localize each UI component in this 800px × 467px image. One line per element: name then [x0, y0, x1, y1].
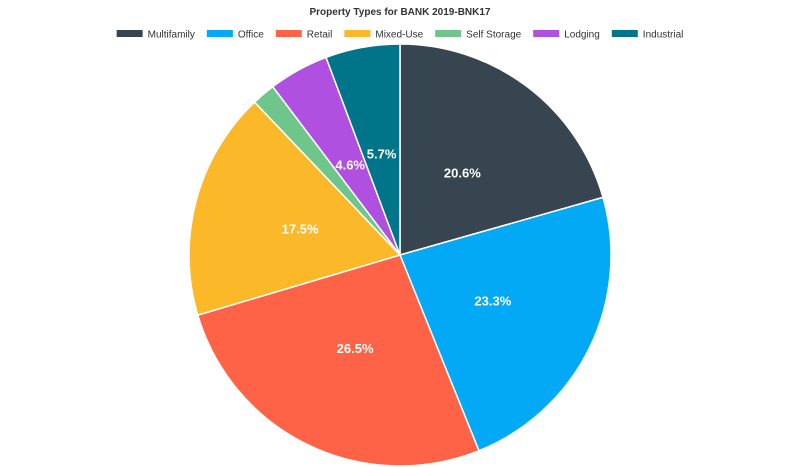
- legend: Multifamily Office Retail Mixed-Use Self Sto…: [116, 30, 684, 41]
- legend-swatch: [275, 30, 302, 37]
- pie-slice-office[interactable]: [399, 196, 612, 452]
- legend-label: Multifamily: [148, 30, 195, 41]
- legend-swatch: [533, 30, 560, 37]
- slice-label-industrial: 5.7%: [367, 146, 397, 161]
- legend-label: Industrial: [643, 30, 684, 41]
- legend-swatch: [435, 30, 462, 37]
- pie-slice-retail[interactable]: [197, 254, 480, 467]
- legend-item-office[interactable]: Office: [206, 30, 264, 41]
- legend-item-mixed-use[interactable]: Mixed-Use: [344, 30, 424, 41]
- legend-swatch: [611, 30, 638, 37]
- legend-label: Self Storage: [466, 30, 521, 41]
- legend-label: Mixed-Use: [375, 30, 423, 41]
- legend-swatch: [344, 30, 371, 37]
- legend-label: Office: [238, 30, 264, 41]
- slice-label-multifamily: 20.6%: [444, 166, 481, 181]
- legend-label: Lodging: [564, 30, 600, 41]
- pie-slices: [188, 43, 612, 467]
- legend-swatch: [206, 30, 233, 37]
- legend-swatch: [116, 30, 143, 37]
- pie-slice-multifamily[interactable]: [399, 43, 604, 256]
- slice-label-mixed-use: 17.5%: [282, 221, 319, 236]
- legend-label: Retail: [307, 30, 333, 41]
- legend-item-lodging[interactable]: Lodging: [533, 30, 600, 41]
- legend-item-industrial[interactable]: Industrial: [611, 30, 684, 41]
- legend-item-self-storage[interactable]: Self Storage: [435, 30, 522, 41]
- pie-slice-mixed-use[interactable]: [188, 101, 401, 316]
- legend-item-multifamily[interactable]: Multifamily: [116, 30, 195, 41]
- slice-label-retail: 26.5%: [337, 341, 374, 356]
- slice-label-lodging: 4.6%: [335, 157, 365, 172]
- chart-title: Property Types for BANK 2019-BNK17: [310, 7, 491, 18]
- slice-label-office: 23.3%: [474, 293, 511, 308]
- legend-item-retail[interactable]: Retail: [275, 30, 333, 41]
- slice-labels: 20.6% 23.3% 26.5% 17.5% 4.6%5.7%: [282, 146, 512, 356]
- pie-slice-industrial[interactable]: [325, 43, 401, 256]
